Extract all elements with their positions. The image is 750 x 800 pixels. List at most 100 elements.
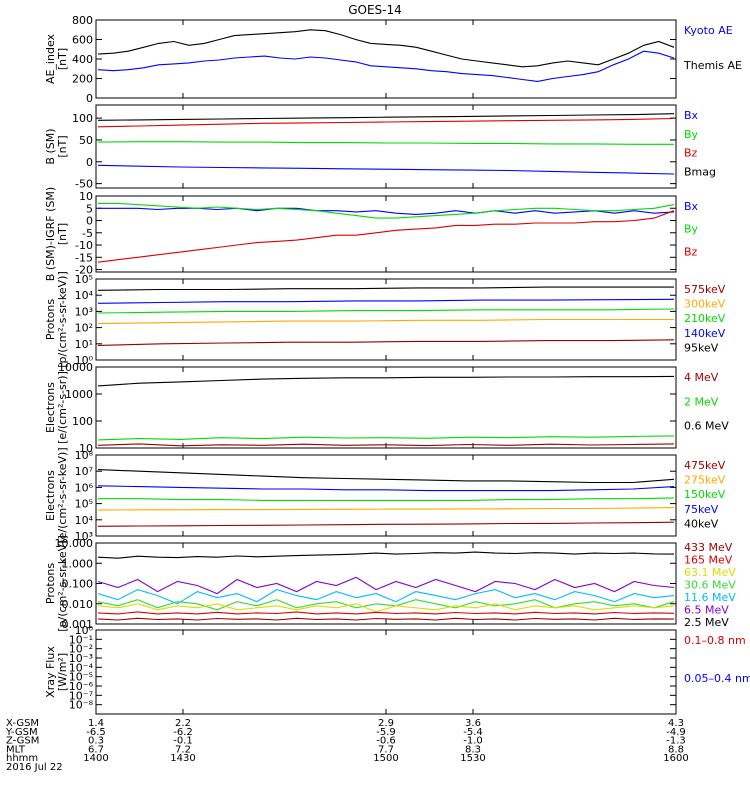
x-row-label: hhmm: [6, 753, 38, 764]
x-row-value: -6.2: [173, 727, 193, 738]
x-row-value: 0.3: [88, 736, 104, 747]
legend-label: By: [684, 128, 699, 141]
legend-label: 0.1–0.8 nm: [684, 634, 746, 647]
legend-label: Bx: [684, 109, 699, 122]
series-line-by: [98, 202, 675, 219]
panel-6: 10³ 10⁴ 10⁵ 10⁶ 10⁷ 10⁸ Electrons [e/(cm²-s-sr-…: [44, 447, 726, 543]
x-row-value: 2.2: [175, 718, 191, 729]
series-line-63-1-mev: [97, 603, 675, 613]
y-tick-label: 10²: [75, 322, 93, 335]
x-row-value: 8.8: [668, 744, 684, 755]
series-line-150kev: [98, 497, 675, 501]
series-line-165-mev: [97, 611, 675, 615]
legend-label: Kyoto AE: [684, 24, 733, 37]
x-row-value: -0.6: [376, 736, 396, 747]
legend-label: By: [684, 223, 699, 236]
plot-frame: [95, 19, 677, 99]
x-row-value: 1600: [663, 753, 688, 764]
legend-label: 4 MeV: [684, 371, 719, 384]
y-tick-label: -20: [75, 264, 93, 277]
series-line-40kev: [97, 469, 675, 484]
x-row-value: 1.4: [88, 718, 104, 729]
date-label: 2016 Jul 22: [6, 762, 63, 773]
legend-label: 0.05–0.4 nm: [684, 672, 750, 685]
y-axis-label: [e/(cm²-s-sr)]: [56, 371, 69, 444]
legend-label: 275keV: [684, 474, 726, 487]
x-row-value: 1500: [373, 753, 398, 764]
plot-frame: [95, 542, 677, 625]
y-tick-label: 1.000: [62, 557, 94, 570]
y-axis-label: Electrons: [44, 382, 57, 433]
x-row-value: -1.3: [666, 736, 686, 747]
x-row-value: -1.0: [463, 736, 483, 747]
x-row-label: X-GSM: [6, 718, 39, 729]
y-tick-label: 10⁻⁵: [69, 671, 93, 684]
series-line-kyoto-ae: [97, 29, 675, 68]
x-row-value: 1530: [460, 753, 485, 764]
series-line-bx: [97, 164, 675, 175]
x-row-value: 6.7: [88, 744, 104, 755]
y-tick-label: 10³: [75, 305, 93, 318]
y-axis-label: B (SM)-IGRF (SM): [44, 187, 57, 281]
y-tick-label: 10⁰: [75, 354, 94, 367]
y-tick-label: 10⁻¹: [69, 633, 93, 646]
y-axis-label: [W/m²]: [56, 653, 69, 691]
y-tick-label: 10⁰: [75, 624, 94, 637]
legend-label: 75keV: [684, 503, 719, 516]
y-tick-label: 800: [72, 14, 93, 27]
y-tick-label: 50: [79, 134, 93, 147]
legend-label: Bx: [684, 200, 699, 213]
y-axis-label: [p/(cm²-s-sr-keV)]: [56, 535, 69, 632]
y-axis-label: [nT]: [56, 48, 69, 70]
legend-label: 0.6 MeV: [684, 420, 729, 433]
series-line-575kev: [97, 339, 675, 346]
y-axis-label: Protons: [44, 299, 57, 340]
y-tick-label: 100: [72, 415, 93, 428]
y-tick-label: 1000: [65, 388, 93, 401]
y-tick-label: 0.001: [62, 618, 94, 631]
legend-label: Themis AE: [683, 59, 742, 72]
y-axis-label: [p/(cm²-s-sr-keV)]: [56, 271, 69, 368]
y-tick-label: 10.000: [55, 537, 94, 550]
series-line-2-5-mev: [97, 551, 675, 559]
series-line-6-5-mev: [97, 576, 675, 595]
panel-4: 10⁰ 10¹ 10² 10³ 10⁴ 10⁵ Protons [p/(cm²-s-sr-ke…: [44, 271, 726, 368]
series-line-95kev: [97, 286, 674, 291]
y-tick-label: 10⁻⁷: [69, 689, 93, 702]
y-axis-label: [nT]: [56, 135, 69, 157]
y-tick-label: 10000: [58, 361, 93, 374]
x-row-value: -4.9: [666, 727, 686, 738]
legend-label: 210keV: [684, 312, 726, 325]
legend-label: 2.5 MeV: [684, 616, 729, 629]
y-tick-label: 400: [72, 53, 93, 66]
legend-label: 475keV: [684, 459, 726, 472]
series-line-140kev: [97, 298, 675, 304]
legend-label: 140keV: [684, 327, 726, 340]
y-tick-label: 10⁻⁴: [69, 661, 94, 674]
legend-label: 2 MeV: [684, 395, 719, 408]
y-tick-label: 10⁵: [75, 498, 93, 511]
y-tick-label: 10: [79, 190, 93, 203]
series-line-11-6-mev: [97, 589, 675, 605]
x-row-value: 8.3: [465, 744, 481, 755]
legend-label: 165 MeV: [684, 554, 733, 567]
legend-label: Bmag: [684, 165, 716, 178]
y-tick-label: 10⁻⁸: [69, 699, 94, 712]
y-axis-label: Electrons: [44, 470, 57, 521]
y-axis-label: B (SM): [44, 128, 57, 164]
x-row-label: MLT: [6, 744, 26, 755]
series-line-75kev: [97, 485, 675, 492]
legend-label: 150keV: [684, 488, 726, 501]
figure-title: GOES-14: [348, 3, 402, 17]
series-line-275kev: [97, 507, 675, 511]
x-row-value: 3.6: [465, 718, 481, 729]
series-line-475kev: [97, 521, 675, 527]
x-row-value: -5.9: [376, 727, 396, 738]
x-row-value: 2.9: [378, 718, 394, 729]
x-row-value: 1400: [83, 753, 108, 764]
y-tick-label: 200: [72, 73, 93, 86]
legend-label: 433 MeV: [684, 541, 733, 554]
